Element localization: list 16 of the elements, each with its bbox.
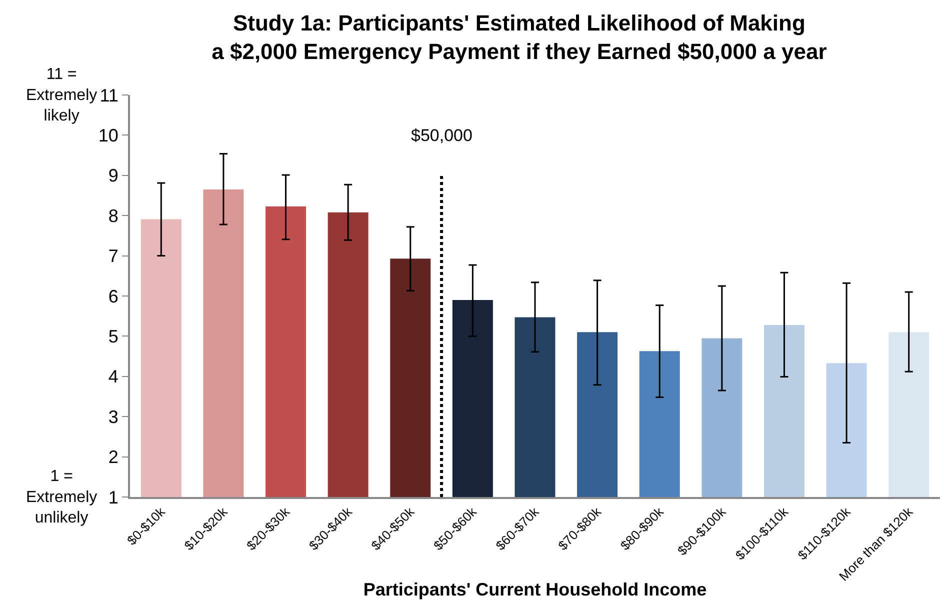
text: 11 = Extremely likely [26,66,98,125]
y-tick-label: 5 [108,326,118,346]
y-tick-label: 11 [100,85,118,106]
x-axis-title: Participants' Current Household Income [363,579,707,600]
text: 1 = Extremely unlikely [26,468,98,527]
y-tick-label: 8 [108,206,118,226]
y-tick-label: 4 [108,366,118,387]
y-tick-label: 1 [108,487,118,508]
y-tick-label: 2 [108,447,118,468]
y-tick-label: 9 [108,166,118,186]
y-tick-label: 3 [108,406,118,427]
chart-title: Study 1a: Participants' Estimated Likelihood of Making a $2,000 Emergency Payment if they Earned $50,000 a year [212,10,828,64]
y-tick-label: 6 [108,286,118,306]
y-tick-label: 7 [108,246,118,266]
annotation: $50,000 [411,126,472,145]
y-tick-label: 10 [98,126,118,146]
